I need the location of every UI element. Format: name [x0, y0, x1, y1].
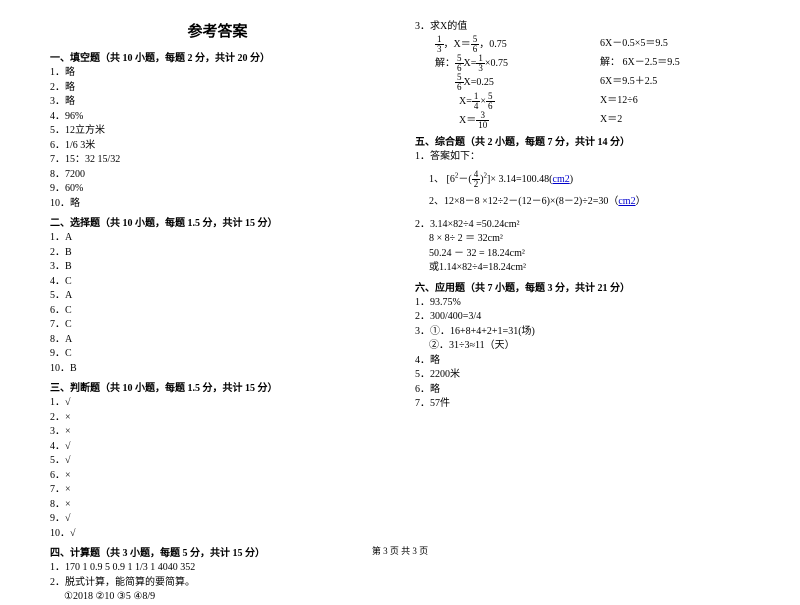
answer-item: 9．60%: [50, 182, 385, 197]
answer-item: 1．√: [50, 396, 385, 411]
answer-item: 1．答案如下：: [415, 150, 750, 165]
answer-item: 8．A: [50, 333, 385, 348]
answer-item: 5．12立方米: [50, 124, 385, 139]
answer-item: 6．×: [50, 469, 385, 484]
answer-item: 2．×: [50, 411, 385, 426]
answer-item: 2．B: [50, 246, 385, 261]
answer-item: 3．略: [50, 95, 385, 110]
problem-3-header: 3．求X的值: [415, 20, 750, 35]
answer-item: 3．①．16+8+4+2+1=31(场): [415, 325, 750, 340]
section-2-header: 二、选择题（共 10 小题，每题 1.5 分，共计 15 分）: [50, 214, 385, 229]
right-column: 3．求X的值 13，X＝56，0.75 6X－0.5×5＝9.5 解：56X=1…: [415, 20, 750, 605]
answer-item: 5．√: [50, 454, 385, 469]
section-3-header: 三、判断题（共 10 小题，每题 1.5 分，共计 15 分）: [50, 379, 385, 394]
formula-1: 1、 [62－(42)2]× 3.14=100.48(cm2): [415, 170, 750, 189]
answer-item: 10．√: [50, 527, 385, 542]
answer-item: 1．A: [50, 231, 385, 246]
answer-item: 9．√: [50, 512, 385, 527]
answer-item: 9．C: [50, 347, 385, 362]
answer-item: 1．170 1 0.9 5 0.9 1 1/3 1 4040 352: [50, 561, 385, 576]
answer-item: 7．×: [50, 483, 385, 498]
answer-subitem: ①2018 ②10 ③5 ④8/9: [50, 590, 385, 605]
answer-item: 2．脱式计算，能简算的要简算。: [50, 576, 385, 591]
answer-item: 4．略: [415, 354, 750, 369]
answer-item: 4．96%: [50, 110, 385, 125]
answer-item: 10．略: [50, 197, 385, 212]
answer-item: 7．57件: [415, 397, 750, 412]
left-column: 参考答案 一、填空题（共 10 小题，每题 2 分，共计 20 分） 1．略 2…: [50, 20, 385, 605]
page-title: 参考答案: [50, 20, 385, 41]
answer-subitem: 8 × 8÷ 2 ＝ 32cm²: [415, 232, 750, 247]
answer-item: 4．C: [50, 275, 385, 290]
section-1-header: 一、填空题（共 10 小题，每题 2 分，共计 20 分）: [50, 49, 385, 64]
page-footer: 第 3 页 共 3 页: [0, 544, 800, 557]
answer-item: 8．7200: [50, 168, 385, 183]
answer-item: 4．√: [50, 440, 385, 455]
math-solution: 13，X＝56，0.75 6X－0.5×5＝9.5 解：56X=13×0.75 …: [415, 35, 750, 130]
answer-item: 1．93.75%: [415, 296, 750, 311]
answer-item: 10．B: [50, 362, 385, 377]
formula-2: 2、12×8－8 ×12÷2－(12－6)×(8－2)÷2=30（cm2）: [415, 195, 750, 210]
section-6-header: 六、应用题（共 7 小题，每题 3 分，共计 21 分）: [415, 279, 750, 294]
answer-item: 6．C: [50, 304, 385, 319]
answer-item: 2．略: [50, 81, 385, 96]
answer-item: 3．B: [50, 260, 385, 275]
answer-item: 2．300/400=3/4: [415, 310, 750, 325]
section-5-header: 五、综合题（共 2 小题，每题 7 分，共计 14 分）: [415, 133, 750, 148]
answer-subitem: ②．31÷3≈11（天）: [415, 339, 750, 354]
answer-subitem: 或1.14×82÷4=18.24cm²: [415, 261, 750, 276]
answer-item: 3．×: [50, 425, 385, 440]
answer-item: 2．3.14×82÷4 =50.24cm²: [415, 218, 750, 233]
answer-item: 5．2200米: [415, 368, 750, 383]
answer-item: 1．略: [50, 66, 385, 81]
answer-item: 8．×: [50, 498, 385, 513]
answer-item: 6．略: [415, 383, 750, 398]
answer-item: 7．15：32 15/32: [50, 153, 385, 168]
answer-item: 7．C: [50, 318, 385, 333]
answer-item: 5．A: [50, 289, 385, 304]
answer-item: 6．1/6 3米: [50, 139, 385, 154]
answer-subitem: 50.24 － 32 = 18.24cm²: [415, 247, 750, 262]
